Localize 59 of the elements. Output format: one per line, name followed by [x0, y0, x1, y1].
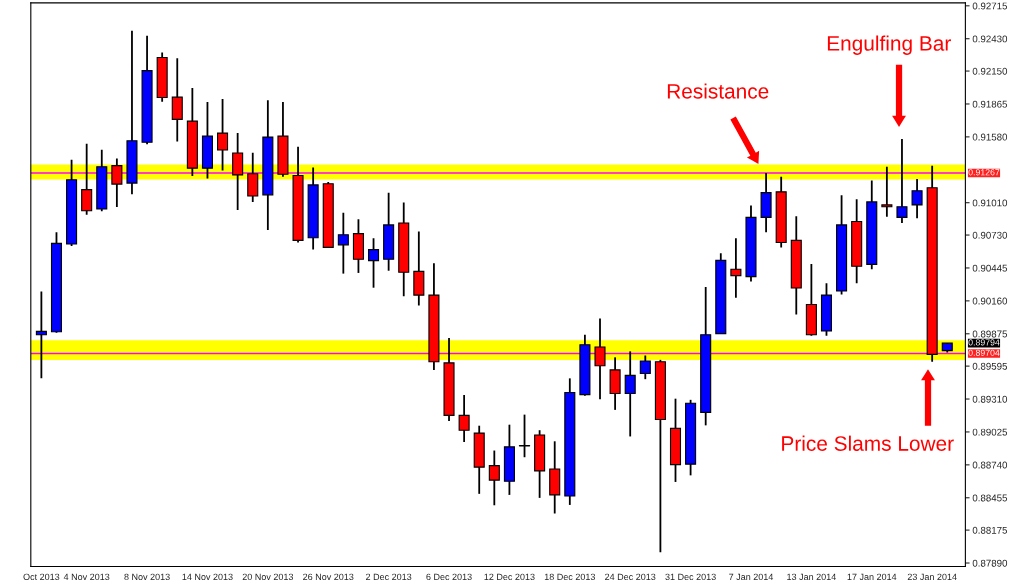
x-tick-label: 17 Jan 2014 — [847, 573, 897, 581]
x-tick-label: 20 Nov 2013 — [242, 573, 294, 581]
candlestick — [81, 142, 93, 216]
y-tick-label: 0.92150 — [972, 67, 1008, 75]
y-tick-label: 0.88455 — [972, 494, 1008, 502]
y-tick-label: 0.87890 — [972, 559, 1008, 567]
candlestick — [171, 57, 183, 143]
y-tick-label: 0.89595 — [972, 362, 1008, 370]
y-tick-label: 0.91580 — [972, 133, 1008, 141]
candlestick — [624, 350, 636, 438]
y-tick-label: 0.92430 — [972, 35, 1008, 43]
candlestick — [232, 132, 244, 211]
candlestick — [35, 290, 47, 380]
y-tick-label: 0.89875 — [972, 330, 1008, 338]
candlestick — [896, 138, 908, 224]
candlestick — [217, 98, 229, 172]
candlestick — [337, 211, 349, 275]
y-tick-label: 0.89310 — [972, 395, 1008, 403]
x-tick-label: 8 Nov 2013 — [124, 573, 170, 581]
x-tick-label: 26 Nov 2013 — [303, 573, 354, 581]
x-tick-label: 2 Dec 2013 — [366, 573, 412, 581]
candlestick — [639, 354, 651, 381]
candlestick — [881, 165, 893, 218]
y-tick-label: 0.92715 — [972, 2, 1008, 10]
y-tick-label: 0.90445 — [972, 264, 1008, 272]
annotation: Price Slams Lower — [782, 435, 954, 451]
x-tick-label: Oct 2013 — [23, 573, 60, 581]
y-tick-label: 0.89025 — [972, 428, 1008, 436]
x-tick-label: 31 Dec 2013 — [665, 573, 716, 581]
candlestick — [730, 237, 742, 299]
x-tick-label: 24 Dec 2013 — [605, 573, 656, 581]
candlestick — [609, 356, 621, 411]
x-tick-label: 12 Dec 2013 — [484, 573, 535, 581]
x-tick-label: 13 Jan 2014 — [787, 573, 836, 581]
ref-line-label: 0.91267 — [968, 169, 1000, 176]
y-tick-label: 0.88740 — [972, 461, 1008, 469]
annotation: Engulfing Bar — [827, 35, 951, 55]
candlestick — [111, 157, 123, 209]
y-tick-label: 0.91010 — [972, 199, 1008, 207]
x-tick-label: 14 Nov 2013 — [182, 573, 233, 581]
x-tick-label: 18 Dec 2013 — [544, 573, 596, 581]
y-tick-label: 0.91865 — [972, 100, 1008, 108]
y-tick-label: 0.88175 — [972, 526, 1008, 534]
candlestick — [458, 394, 470, 443]
candlestick — [911, 178, 923, 220]
ref-line-label: 0.89704 — [968, 349, 1000, 356]
x-tick-label: 6 Dec 2013 — [426, 573, 472, 581]
candlestick — [247, 151, 259, 203]
candlestick — [367, 237, 380, 289]
text: 0.89794 — [968, 339, 1000, 346]
x-tick-label: 23 Jan 2014 — [907, 573, 957, 581]
candlestick — [488, 449, 500, 507]
y-tick-label: 0.90160 — [972, 297, 1008, 305]
candlestick — [413, 230, 425, 307]
x-tick-label: 4 Nov 2013 — [63, 573, 110, 581]
x-tick-label: 7 Jan 2014 — [729, 573, 774, 581]
candlestick — [594, 317, 606, 401]
annotation: Resistance — [667, 83, 769, 99]
y-tick-label: 0.90730 — [972, 231, 1008, 239]
